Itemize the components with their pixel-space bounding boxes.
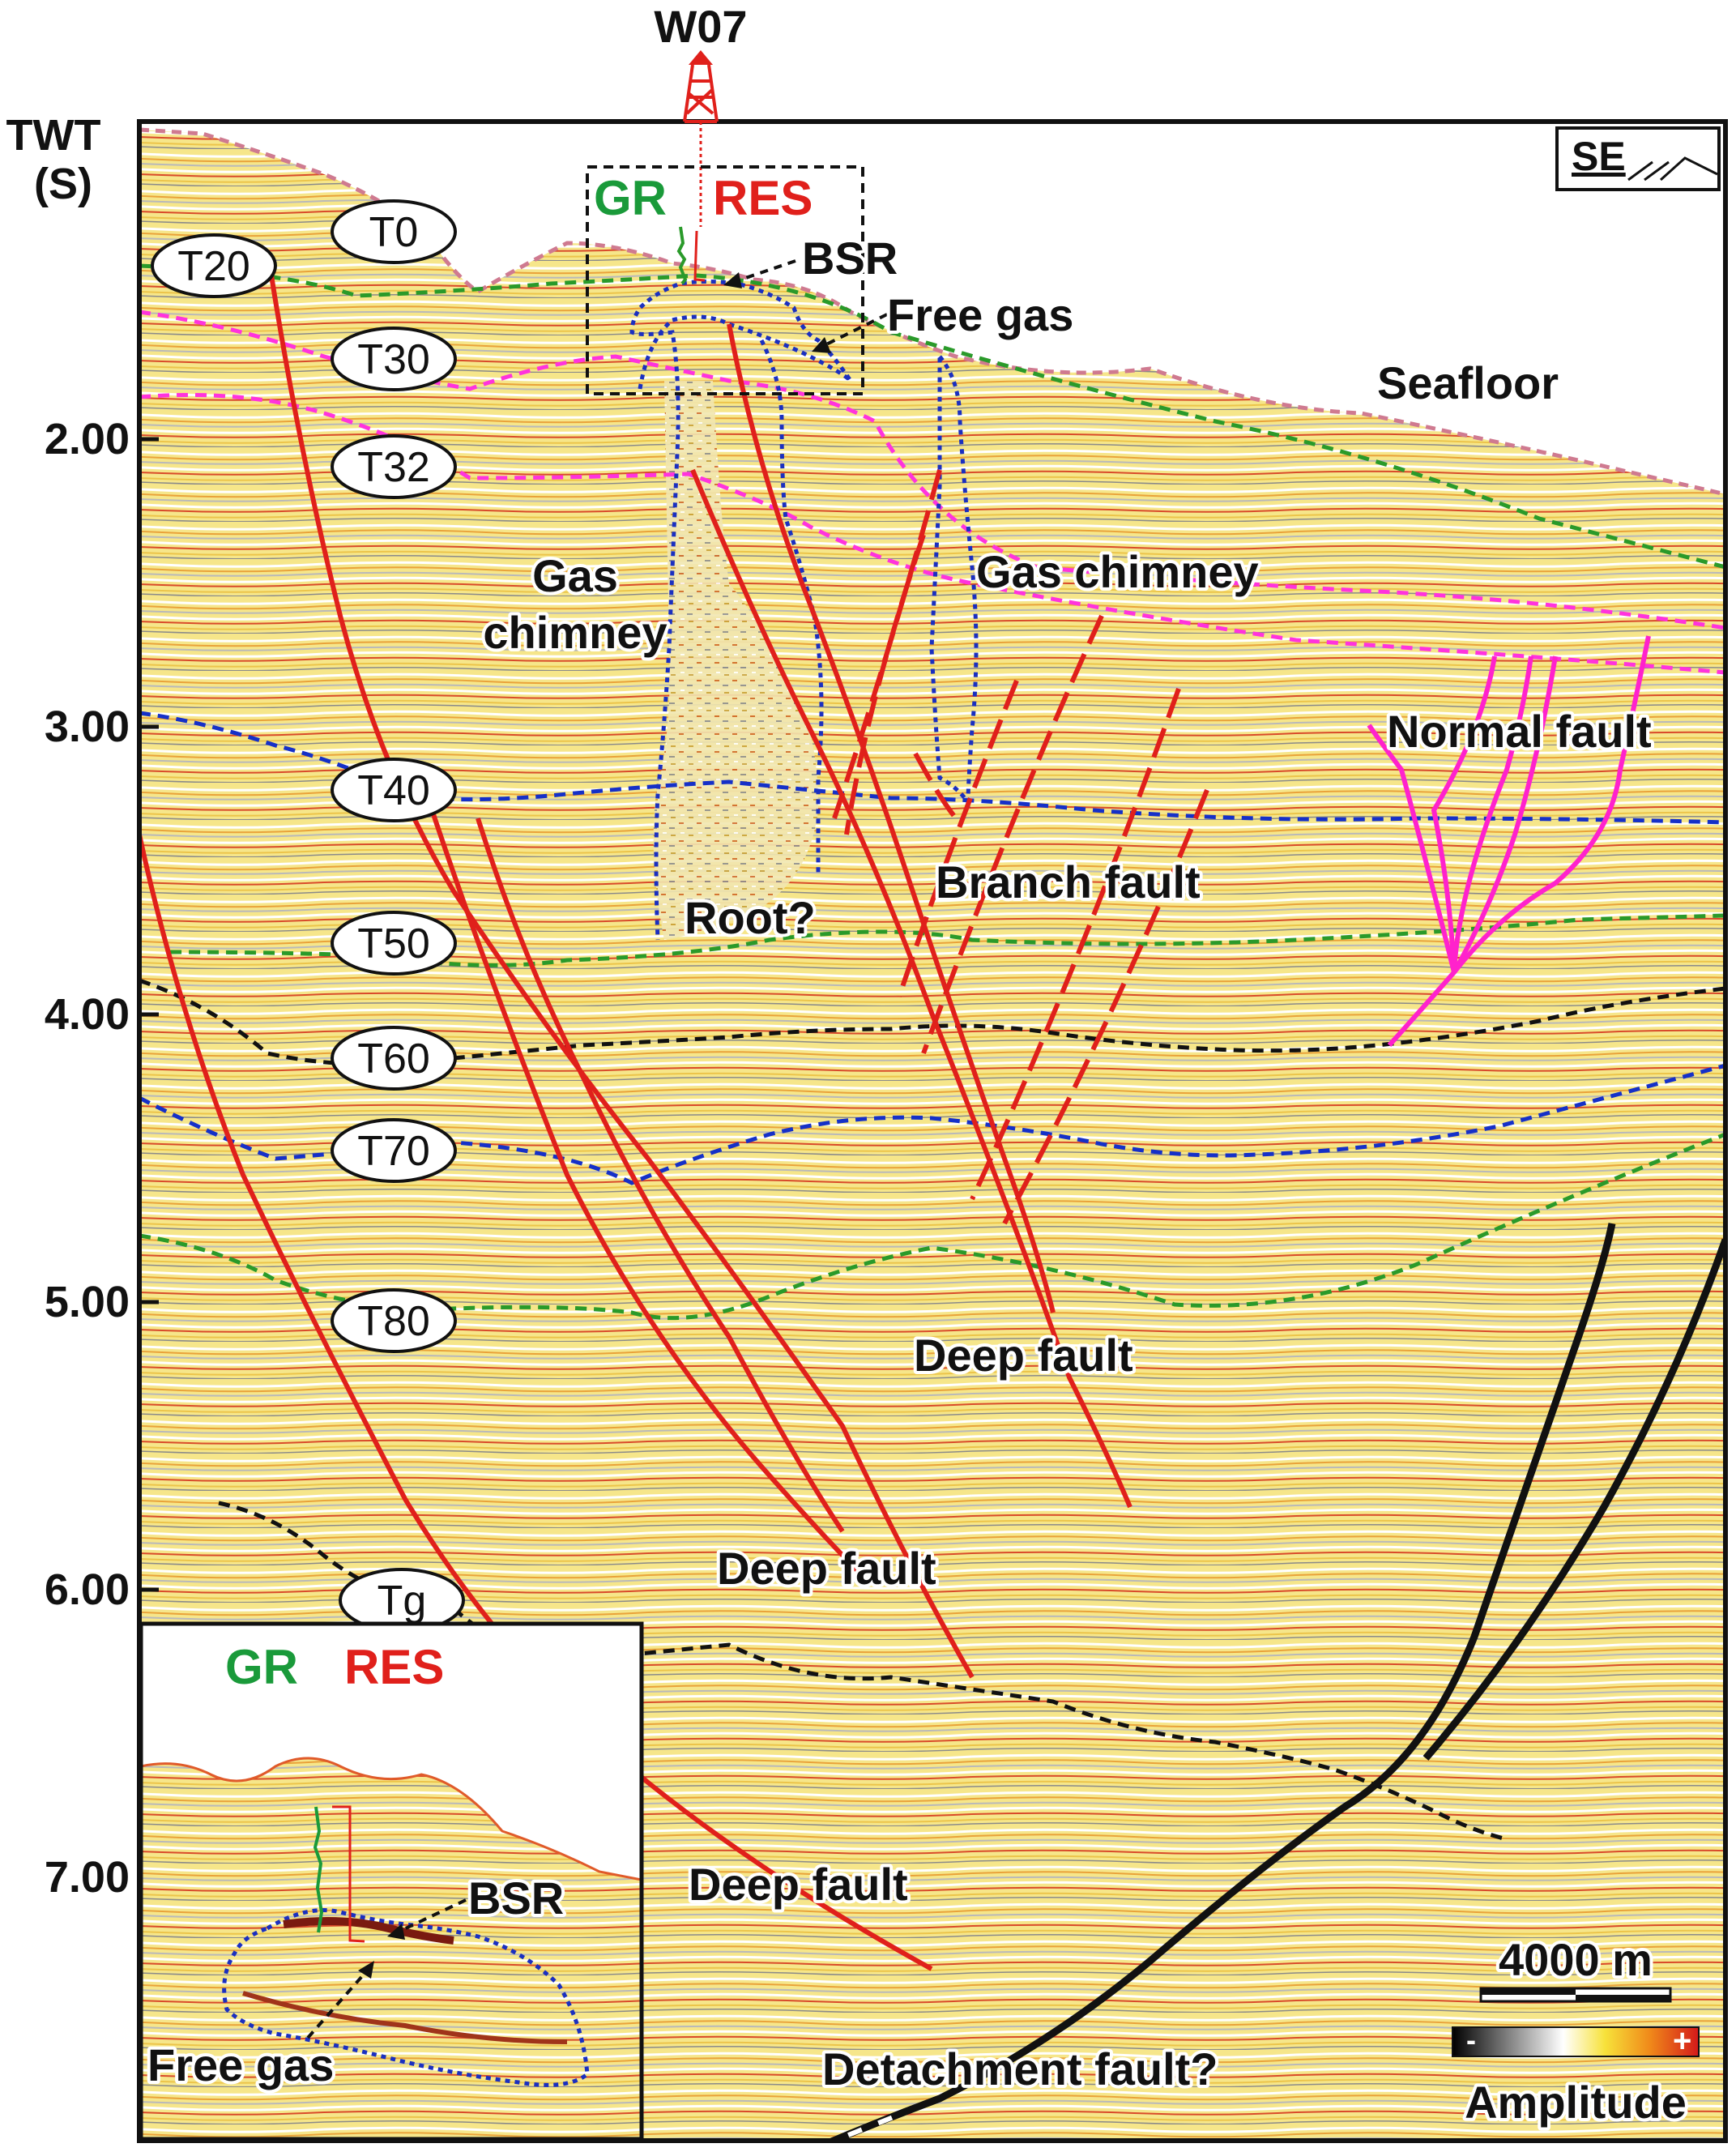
deep-fault-5 (690, 468, 1132, 1509)
normal-fault-set (1367, 635, 1651, 1048)
inset-free-gas-label: Free gas (147, 2039, 334, 2090)
orientation-label: SE (1572, 134, 1626, 179)
deep-fault-6 (727, 323, 1056, 1313)
horizon-label-t60: T60 (331, 1026, 457, 1091)
deep-fault-label-3: Deep fault (689, 1859, 908, 1910)
axis-tick-label: 2.00 (45, 415, 130, 463)
horizon-label-t70: T70 (331, 1118, 457, 1183)
horizon-labels: T0 T20 T30 T32 T40 T50 T60 T70 T80 Tg (151, 199, 465, 1633)
orientation-icon (1627, 156, 1718, 181)
gas-chimney-left-line2: chimney (483, 607, 667, 658)
inset-gr-label: GR (225, 1640, 298, 1694)
horizon-label-t20: T20 (151, 233, 277, 298)
svg-text:T50: T50 (357, 920, 430, 967)
svg-text:T60: T60 (357, 1035, 430, 1082)
inset-res-label: RES (344, 1640, 444, 1694)
amplitude-minus: - (1466, 2023, 1476, 2056)
detachment-fault-label: Detachment fault? (822, 2043, 1218, 2094)
axis-title-line1: TWT (6, 111, 101, 160)
horizon-label-t80: T80 (331, 1288, 457, 1353)
axis-title-line2: (S) (34, 160, 92, 208)
gas-chimney-left-line1: Gas (532, 550, 618, 601)
zoom-box (586, 165, 864, 395)
deep-fault-2 (139, 834, 933, 1971)
deep-fault-label-1: Deep fault (914, 1330, 1133, 1381)
well-derrick-icon (683, 50, 719, 227)
gas-chimney-outline-center (759, 339, 824, 875)
axis-tick-label: 4.00 (45, 990, 130, 1039)
free-gas-label: Free gas (887, 289, 1073, 340)
root-label: Root? (685, 892, 816, 943)
svg-text:T20: T20 (177, 243, 250, 290)
svg-text:T80: T80 (357, 1298, 430, 1345)
scale-bar: 4000 m (1479, 1931, 1672, 2003)
detachment-fault-1 (824, 1223, 1616, 2141)
axis-tick-label: 5.00 (45, 1278, 130, 1326)
axis-tick-label: 3.00 (45, 702, 130, 751)
svg-text:T0: T0 (369, 209, 419, 256)
section-frame (137, 119, 1728, 2143)
free-gas-arrowhead (812, 337, 831, 353)
axis-ticks: 2.00 3.00 4.00 5.00 6.00 7.00 (45, 415, 159, 1902)
inset-panel: GR RES BSR Free gas (139, 1621, 644, 2141)
horizon-label-t32: T32 (331, 434, 457, 499)
branch-faults (832, 469, 1209, 1225)
axis-tick-label: 6.00 (45, 1565, 130, 1614)
gas-chimney-right-label: Gas chimney (976, 546, 1259, 597)
res-label: RES (713, 171, 813, 225)
detachment-fault-2 (1422, 1238, 1725, 1761)
branch-fault-label: Branch fault (936, 856, 1201, 907)
amplitude-title: Amplitude (1465, 2077, 1687, 2128)
bsr-arrowhead (723, 272, 742, 288)
horizon-t32-magenta (139, 393, 1725, 675)
orientation-box (1555, 126, 1721, 191)
bsr-label: BSR (802, 233, 898, 284)
gas-chimney-outline-left (629, 280, 853, 941)
horizon-t40-blue (139, 711, 1725, 825)
inset-bsr-label: BSR (468, 1872, 564, 1924)
horizon-tg-black (218, 1501, 1508, 1842)
deep-fault-label-2: Deep fault (717, 1543, 936, 1594)
amplitude-colorbar: - + Amplitude (1452, 2023, 1700, 2131)
svg-text:T30: T30 (357, 336, 430, 383)
svg-text:Tg: Tg (377, 1578, 427, 1625)
well-name: W07 (654, 1, 747, 52)
deep-fault-3 (427, 801, 861, 1574)
amplitude-plus: + (1673, 2023, 1691, 2059)
deep-fault-1 (269, 275, 975, 1679)
svg-text:T70: T70 (357, 1128, 430, 1175)
res-log-trace (693, 230, 706, 282)
gr-label: GR (594, 171, 667, 225)
seafloor-label: Seafloor (1377, 357, 1559, 408)
horizon-label-t50: T50 (331, 911, 457, 976)
gr-log-trace (676, 226, 688, 285)
normal-fault-label: Normal fault (1387, 706, 1652, 757)
svg-text:T40: T40 (357, 767, 430, 814)
horizon-label-t30: T30 (331, 327, 457, 391)
scale-bar-label: 4000 m (1499, 1934, 1653, 1985)
svg-text:T32: T32 (357, 444, 430, 491)
inset-res-trace (332, 1805, 365, 1943)
horizon-label-t0: T0 (331, 199, 457, 264)
inset-gr-trace (313, 1806, 324, 1933)
axis-tick-label: 7.00 (45, 1853, 130, 1902)
deep-fault-4 (476, 818, 845, 1533)
horizon-label-t40: T40 (331, 758, 457, 822)
